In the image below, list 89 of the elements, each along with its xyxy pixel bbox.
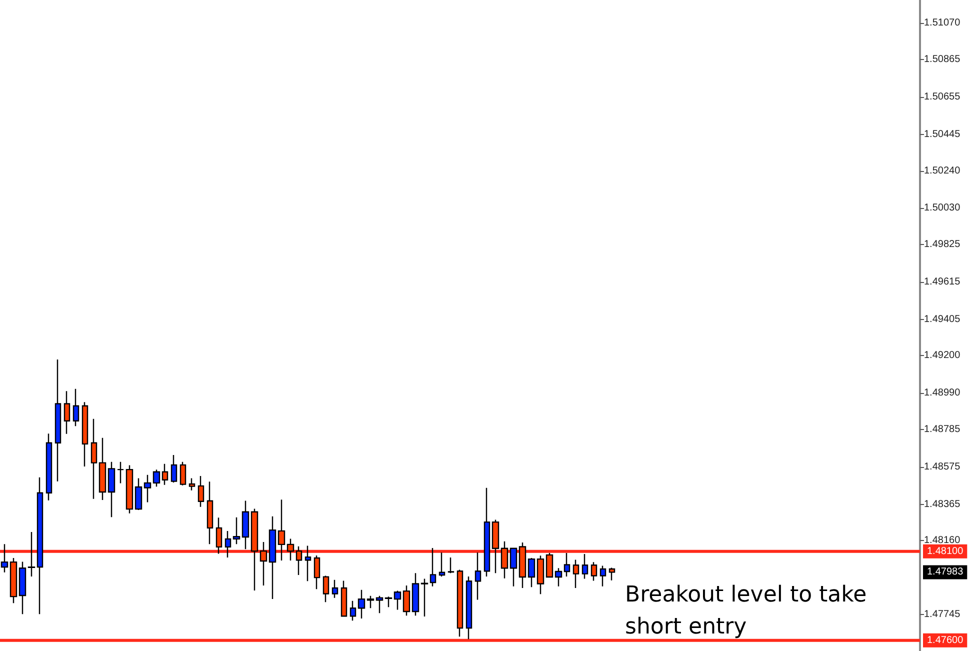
candlestick [152,468,160,488]
candlestick [500,540,508,580]
candlestick [268,516,276,600]
candlestick [366,595,374,609]
candlestick [466,576,472,640]
candlestick [116,461,124,484]
candlestick [448,556,454,574]
candlestick [206,481,214,545]
candlestick [358,589,366,620]
candlestick [10,557,18,604]
candlestick [376,595,384,614]
annotation: Breakout level to take short entry [625,582,874,640]
y-tick-label: 1.49825 [924,239,961,250]
candlestick [518,542,526,589]
candlestick [28,531,36,578]
candlestick [350,600,356,622]
candlestick [340,580,348,617]
candlestick [134,478,142,511]
candlestick [144,474,152,503]
candlestick [322,575,330,603]
candlestick [420,578,428,618]
y-tick-label: 1.50030 [924,202,961,214]
candlestick [582,553,588,580]
candlestick [82,402,88,468]
candlestick [126,464,134,514]
candlestick [332,579,338,598]
y-tick-label: 1.48365 [924,498,961,510]
candlestick [572,559,580,589]
candlestick [456,569,464,638]
ref-line-label: 1.48100 [927,546,964,557]
candlestick [72,388,80,427]
candlestick [180,461,186,486]
y-tick-label: 1.48575 [924,461,961,472]
y-tick-label: 1.50240 [924,165,961,176]
text: 1.47983 [927,566,964,578]
candlestick [0,544,8,573]
y-tick-label: 1.49200 [924,350,961,362]
candlestick [54,358,62,482]
candlestick [314,554,320,590]
candlestick [18,561,26,615]
candlestick [536,555,544,595]
candlestick [394,590,402,610]
y-tick-label: 1.49405 [924,314,961,325]
candlestick [36,476,44,615]
candlestick [438,552,446,578]
candlestick [216,517,222,554]
candlestick [402,584,410,616]
y-tick-label: 1.47745 [924,609,961,620]
candlestick [188,478,196,491]
y-tick-label: 1.48990 [924,388,961,399]
candlestick [492,519,500,574]
candlestick [90,418,98,500]
candlestick [304,545,312,582]
candlestick [484,487,490,578]
candlestick [554,568,562,588]
candlestick [384,596,392,608]
candlestick [232,516,240,545]
y-tick-label: 1.48785 [924,424,961,436]
candlestick [474,552,482,600]
candlestick [510,548,518,588]
candlestick [608,567,616,581]
candlestick [242,500,250,550]
y-tick-label: 1.50445 [924,128,961,140]
y-tick-label: 1.49615 [924,276,961,288]
y-tick-label: 1.50655 [924,91,961,102]
candlestick [250,508,258,592]
candlestick [528,557,536,588]
candlestick [64,390,70,434]
candlestick [600,565,606,588]
y-tick-label: 1.51070 [924,18,961,29]
y-tick-label: 1.50865 [924,54,961,66]
candlestick [46,433,52,501]
candlestick [564,552,570,578]
y-tick-label: 1.48160 [924,535,961,546]
candlestick [170,454,178,484]
candlestick [224,530,232,558]
candlestick [546,552,554,578]
candlestick [296,546,302,576]
candlestick [412,572,420,616]
candlestick [108,461,116,518]
candlestick [430,547,436,588]
candlestick [98,437,106,501]
candlestick [260,541,268,586]
candlestick [286,538,294,562]
candlestick [198,475,204,508]
candlestick [278,499,286,562]
ref-line-label: 1.47600 [927,634,964,646]
candlestick [162,463,168,486]
candlestick [590,561,598,582]
